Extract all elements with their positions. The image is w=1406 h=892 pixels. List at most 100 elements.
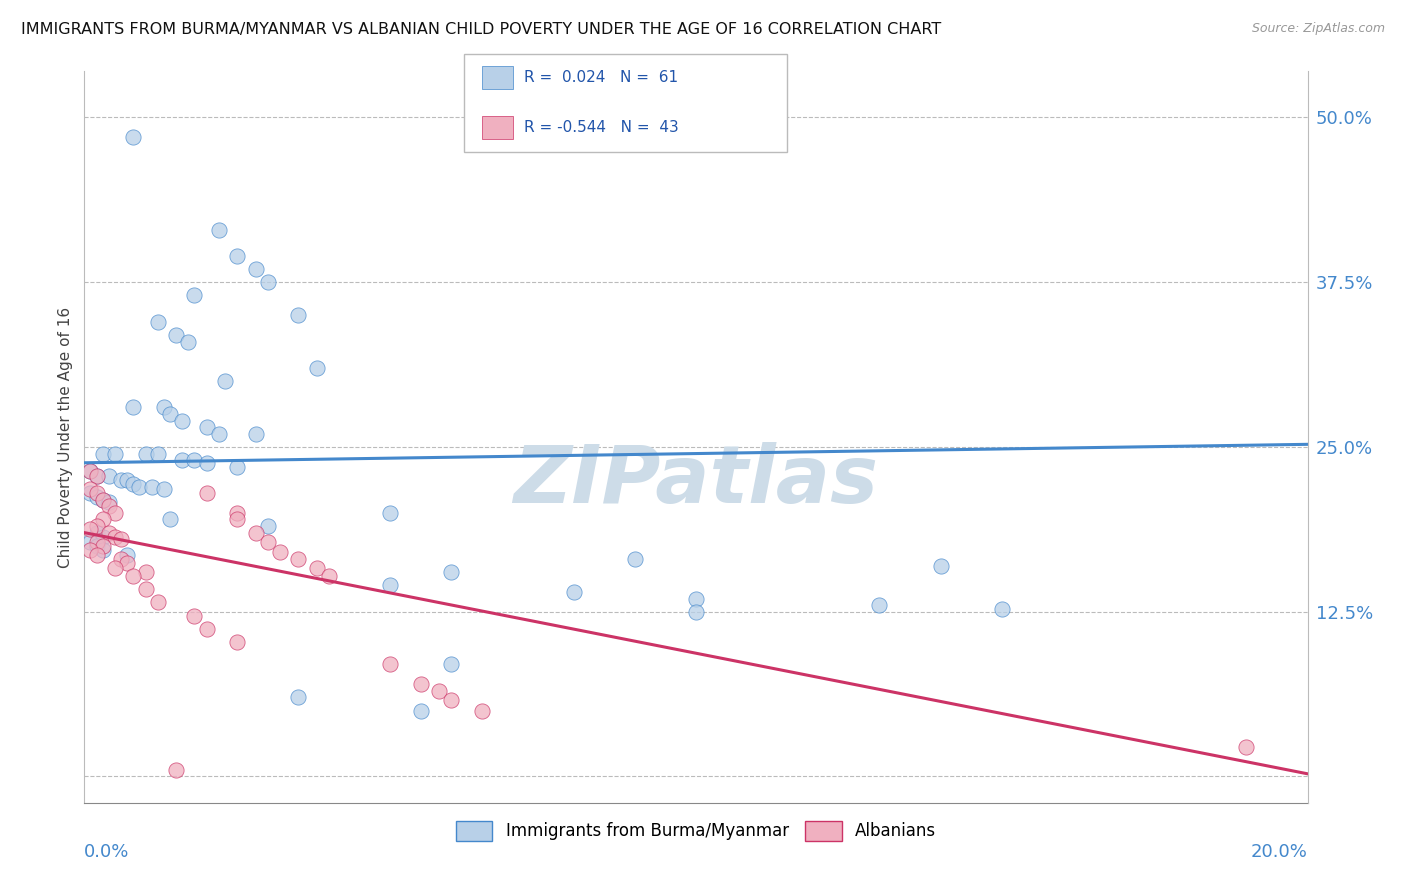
Point — [287, 690, 309, 705]
Point — [380, 578, 402, 592]
Point — [440, 693, 463, 707]
Point — [245, 426, 267, 441]
Point — [208, 222, 231, 236]
Point — [305, 561, 328, 575]
Point — [380, 657, 402, 672]
Text: R =  0.024   N =  61: R = 0.024 N = 61 — [524, 70, 679, 85]
Point — [110, 552, 132, 566]
Point — [685, 591, 707, 606]
Point — [79, 464, 101, 478]
Point — [91, 542, 114, 557]
Point — [245, 262, 267, 277]
Point — [183, 288, 205, 302]
Point — [86, 490, 108, 504]
Point — [269, 545, 291, 559]
Point — [440, 565, 463, 579]
Point — [318, 569, 340, 583]
Point — [128, 479, 150, 493]
Point — [115, 556, 138, 570]
Point — [287, 308, 309, 322]
Point — [122, 130, 145, 145]
Point — [146, 315, 169, 329]
Legend: Immigrants from Burma/Myanmar, Albanians: Immigrants from Burma/Myanmar, Albanians — [447, 813, 945, 849]
Point — [305, 360, 328, 375]
Point — [409, 704, 432, 718]
Point — [183, 608, 205, 623]
Point — [79, 486, 101, 500]
Point — [165, 763, 187, 777]
Point — [172, 453, 194, 467]
Point — [183, 453, 205, 467]
Point — [257, 519, 280, 533]
Point — [141, 479, 163, 493]
Point — [86, 519, 108, 533]
Point — [91, 530, 114, 544]
Point — [91, 512, 114, 526]
Point — [226, 512, 249, 526]
Point — [195, 622, 218, 636]
Text: IMMIGRANTS FROM BURMA/MYANMAR VS ALBANIAN CHILD POVERTY UNDER THE AGE OF 16 CORR: IMMIGRANTS FROM BURMA/MYANMAR VS ALBANIA… — [21, 22, 942, 37]
Point — [177, 334, 200, 349]
Point — [86, 548, 108, 562]
Point — [195, 420, 218, 434]
Text: 20.0%: 20.0% — [1251, 843, 1308, 861]
Point — [86, 525, 108, 540]
Text: R = -0.544   N =  43: R = -0.544 N = 43 — [524, 120, 679, 135]
Point — [135, 582, 157, 597]
Point — [226, 506, 249, 520]
Point — [122, 476, 145, 491]
Point — [86, 469, 108, 483]
Point — [86, 486, 108, 500]
Point — [104, 446, 127, 460]
Point — [79, 464, 101, 478]
Point — [110, 473, 132, 487]
Point — [172, 414, 194, 428]
Point — [685, 605, 707, 619]
Y-axis label: Child Poverty Under the Age of 16: Child Poverty Under the Age of 16 — [58, 307, 73, 567]
Point — [380, 506, 402, 520]
Text: ZIPatlas: ZIPatlas — [513, 442, 879, 520]
Point — [257, 534, 280, 549]
Point — [79, 482, 101, 496]
Point — [226, 459, 249, 474]
Point — [97, 500, 120, 514]
Point — [165, 327, 187, 342]
Point — [86, 469, 108, 483]
Point — [135, 565, 157, 579]
Point — [427, 683, 450, 698]
Point — [991, 602, 1014, 616]
Point — [226, 635, 249, 649]
Point — [624, 552, 647, 566]
Text: 0.0%: 0.0% — [84, 843, 129, 861]
Point — [104, 561, 127, 575]
Point — [245, 525, 267, 540]
Point — [79, 534, 101, 549]
Point — [97, 495, 120, 509]
Point — [146, 595, 169, 609]
Point — [153, 401, 176, 415]
Point — [153, 482, 176, 496]
Point — [91, 446, 114, 460]
Point — [226, 249, 249, 263]
Point — [122, 401, 145, 415]
Point — [104, 530, 127, 544]
Point — [159, 407, 181, 421]
Point — [110, 533, 132, 547]
Point — [122, 569, 145, 583]
Point — [440, 657, 463, 672]
Point — [97, 525, 120, 540]
Point — [471, 704, 494, 718]
Point — [86, 539, 108, 553]
Text: Source: ZipAtlas.com: Source: ZipAtlas.com — [1251, 22, 1385, 36]
Point — [135, 446, 157, 460]
Point — [257, 275, 280, 289]
Point — [91, 492, 114, 507]
Point — [214, 374, 236, 388]
Point — [195, 486, 218, 500]
Point — [562, 585, 585, 599]
Point — [929, 558, 952, 573]
Point — [91, 539, 114, 553]
Point — [115, 473, 138, 487]
Point — [869, 598, 891, 612]
Point — [159, 512, 181, 526]
